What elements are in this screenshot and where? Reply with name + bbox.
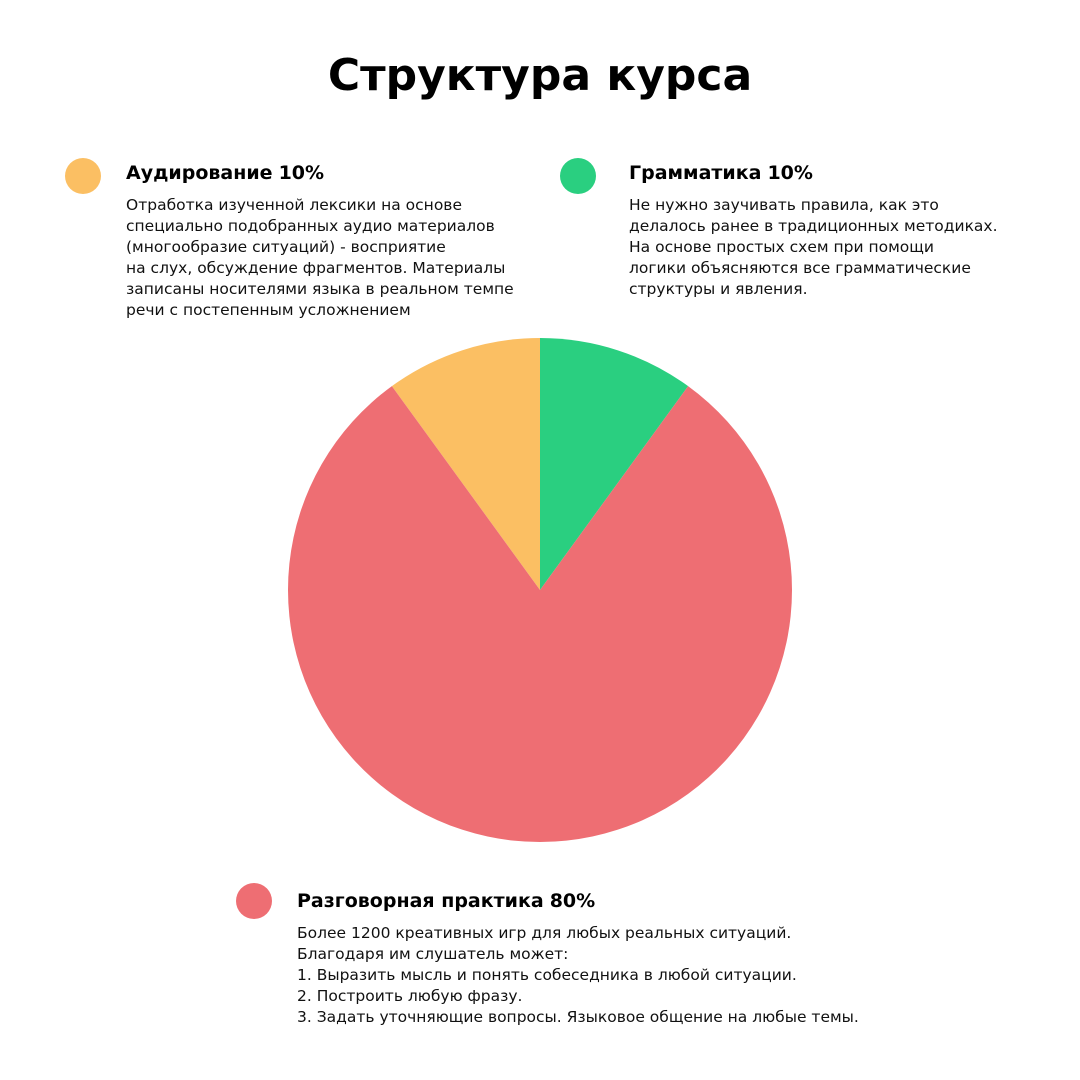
legend-value: 10% <box>767 162 812 184</box>
legend-label: Аудирование 10% <box>126 162 324 184</box>
legend-marker <box>65 158 101 194</box>
legend-description: на слух, обсуждение фрагментов. Материал… <box>126 259 505 277</box>
chart-title: Структура курса <box>328 50 752 101</box>
legend-description: делалось ранее в традиционных методиках. <box>629 217 998 235</box>
legend-description: Благодаря им слушатель может: <box>297 945 568 963</box>
legend-value: 10% <box>279 162 324 184</box>
legend-description: 3. Задать уточняющие вопросы. Языковое о… <box>297 1008 859 1026</box>
legend-description: 2. Построить любую фразу. <box>297 987 522 1005</box>
legend-description: Более 1200 креативных игр для любых реал… <box>297 924 791 942</box>
legend-description: (многообразие ситуаций) - восприятие <box>126 238 446 256</box>
legend-label: Грамматика 10% <box>629 162 813 184</box>
legend-value: 80% <box>550 890 595 912</box>
legend-description: речи с постепенным усложнением <box>126 301 411 319</box>
pie-slice <box>540 338 689 590</box>
legend-description: На основе простых схем при помощи <box>629 238 934 256</box>
legend-description: специально подобранных аудио материалов <box>126 217 495 235</box>
legend-description: структуры и явления. <box>629 280 808 298</box>
legend-category: Аудирование <box>126 162 273 184</box>
legend-marker <box>236 883 272 919</box>
legend-marker <box>560 158 596 194</box>
legend-description: логики объясняются все грамматические <box>629 259 971 277</box>
legend-category: Разговорная практика <box>297 890 544 912</box>
legend-description: записаны носителями языка в реальном тем… <box>126 280 514 298</box>
legend-category: Грамматика <box>629 162 761 184</box>
legend-description: 1. Выразить мысль и понять собеседника в… <box>297 966 797 984</box>
legend-description: Не нужно заучивать правила, как это <box>629 196 939 214</box>
pie-slice <box>391 338 540 590</box>
legend-description: Отработка изученной лексики на основе <box>126 196 462 214</box>
legend-label: Разговорная практика 80% <box>297 890 595 912</box>
pie-slice <box>288 386 792 842</box>
